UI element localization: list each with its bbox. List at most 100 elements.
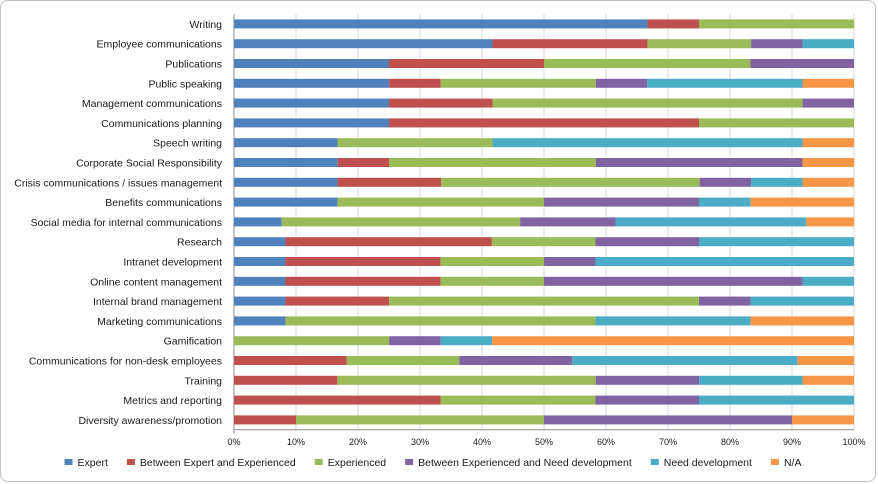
legend-label: Between Experienced and Need development: [418, 457, 632, 469]
bar-segment: [285, 276, 441, 286]
bar-segment: [595, 395, 699, 405]
bar-segment: [699, 237, 854, 247]
x-tick-label: 10%: [287, 437, 305, 447]
bar-segment: [440, 395, 596, 405]
bar-segment: [234, 138, 338, 148]
bar-segment: [792, 415, 854, 425]
bar-segment: [699, 296, 751, 306]
bar-segment: [389, 158, 596, 167]
bar-segment: [544, 59, 751, 68]
category-label: Diversity awareness/promotion: [78, 415, 222, 427]
bar-segment: [440, 276, 544, 286]
bar-segment: [544, 257, 596, 266]
x-tick-label: 50%: [535, 437, 553, 447]
bar-segment: [389, 118, 699, 128]
bar-segment: [234, 78, 390, 88]
x-tick-label: 60%: [597, 437, 615, 447]
legend-label: Between Expert and Experienced: [140, 457, 296, 469]
legend-swatch: [405, 459, 414, 465]
category-label: Publications: [165, 59, 222, 71]
bar-segment: [337, 177, 442, 187]
category-label: Communications for non-desk employees: [29, 356, 222, 368]
category-label: Training: [184, 375, 222, 387]
bar-segment: [234, 316, 286, 326]
bar-segment: [572, 356, 798, 365]
bar-segment: [440, 78, 596, 88]
bar-segment: [234, 98, 389, 108]
category-labels: Writing Employee communications Publicatio…: [14, 19, 222, 427]
bar-segment: [296, 415, 544, 425]
bar-segment: [750, 197, 854, 207]
bar-segment: [595, 375, 700, 385]
x-tick-label: 70%: [659, 437, 677, 447]
legend-label: N/A: [784, 457, 802, 469]
bar-segment: [234, 158, 338, 167]
bar-segment: [699, 375, 803, 385]
bar-segment: [389, 59, 544, 68]
bar-segment: [802, 375, 854, 385]
bar-segment: [389, 98, 493, 108]
category-label: Intranet development: [123, 257, 222, 269]
bar-segment: [234, 356, 347, 365]
bar-segment: [492, 39, 648, 49]
bar-segment: [234, 395, 441, 405]
bar-segment: [337, 375, 596, 385]
bar-segment: [281, 217, 521, 227]
category-label: Gamification: [164, 336, 223, 348]
x-tick-label: 80%: [721, 437, 739, 447]
bar-segment: [802, 138, 854, 148]
bar-segment: [234, 415, 296, 425]
bar-segment: [234, 257, 286, 266]
legend: Expert Between Expert and Experienced Expe…: [64, 457, 802, 469]
bar-segment: [389, 78, 441, 88]
legend-swatch: [314, 459, 323, 465]
legend-label: Need development: [664, 457, 752, 469]
legend-label: Expert: [78, 457, 108, 469]
category-label: Communications planning: [101, 118, 222, 130]
bar-segment: [797, 356, 854, 365]
bar-segment: [647, 78, 803, 88]
bar-segment: [615, 217, 807, 227]
bar-segment: [234, 336, 390, 346]
bar-segment: [802, 78, 854, 88]
x-tick-label: 90%: [783, 437, 801, 447]
legend-label: Experienced: [328, 457, 387, 469]
bar-segment: [595, 158, 803, 167]
bar-segment: [234, 39, 493, 49]
bar-segment: [544, 276, 803, 286]
bar-segment: [647, 19, 699, 29]
bar-segment: [802, 158, 854, 167]
bar-segment: [595, 78, 648, 88]
bar-segment: [337, 158, 390, 167]
bar-segment: [699, 118, 854, 128]
bar-segment: [492, 98, 803, 108]
category-label: Corporate Social Responsibility: [76, 158, 223, 170]
bar-segment: [492, 336, 854, 346]
x-tick-label: 30%: [411, 437, 429, 447]
legend-swatch: [650, 459, 659, 465]
bar-segment: [802, 177, 854, 187]
category-label: Public speaking: [148, 78, 222, 90]
bar-segment: [751, 177, 803, 187]
category-label: Employee communications: [97, 39, 222, 51]
bar-segment: [234, 217, 282, 227]
bar-segment: [544, 415, 792, 425]
bar-segment: [699, 19, 854, 29]
category-label: Management communications: [82, 98, 222, 110]
x-tick-label: 100%: [842, 437, 865, 447]
bar-segment: [234, 59, 389, 68]
bar-segment: [346, 356, 460, 365]
bar-segment: [802, 276, 854, 286]
category-label: Online content management: [90, 276, 222, 288]
bar-segment: [491, 237, 596, 247]
bar-segment: [750, 316, 854, 326]
legend-swatch: [64, 459, 73, 465]
bar-segment: [699, 395, 854, 405]
bar-segment: [750, 59, 854, 68]
category-label: Internal brand management: [93, 296, 222, 308]
bar-segment: [647, 39, 752, 49]
bar-segment: [750, 296, 854, 306]
legend-swatch: [770, 459, 779, 465]
category-label: Crisis communications / issues managemen…: [14, 177, 222, 189]
